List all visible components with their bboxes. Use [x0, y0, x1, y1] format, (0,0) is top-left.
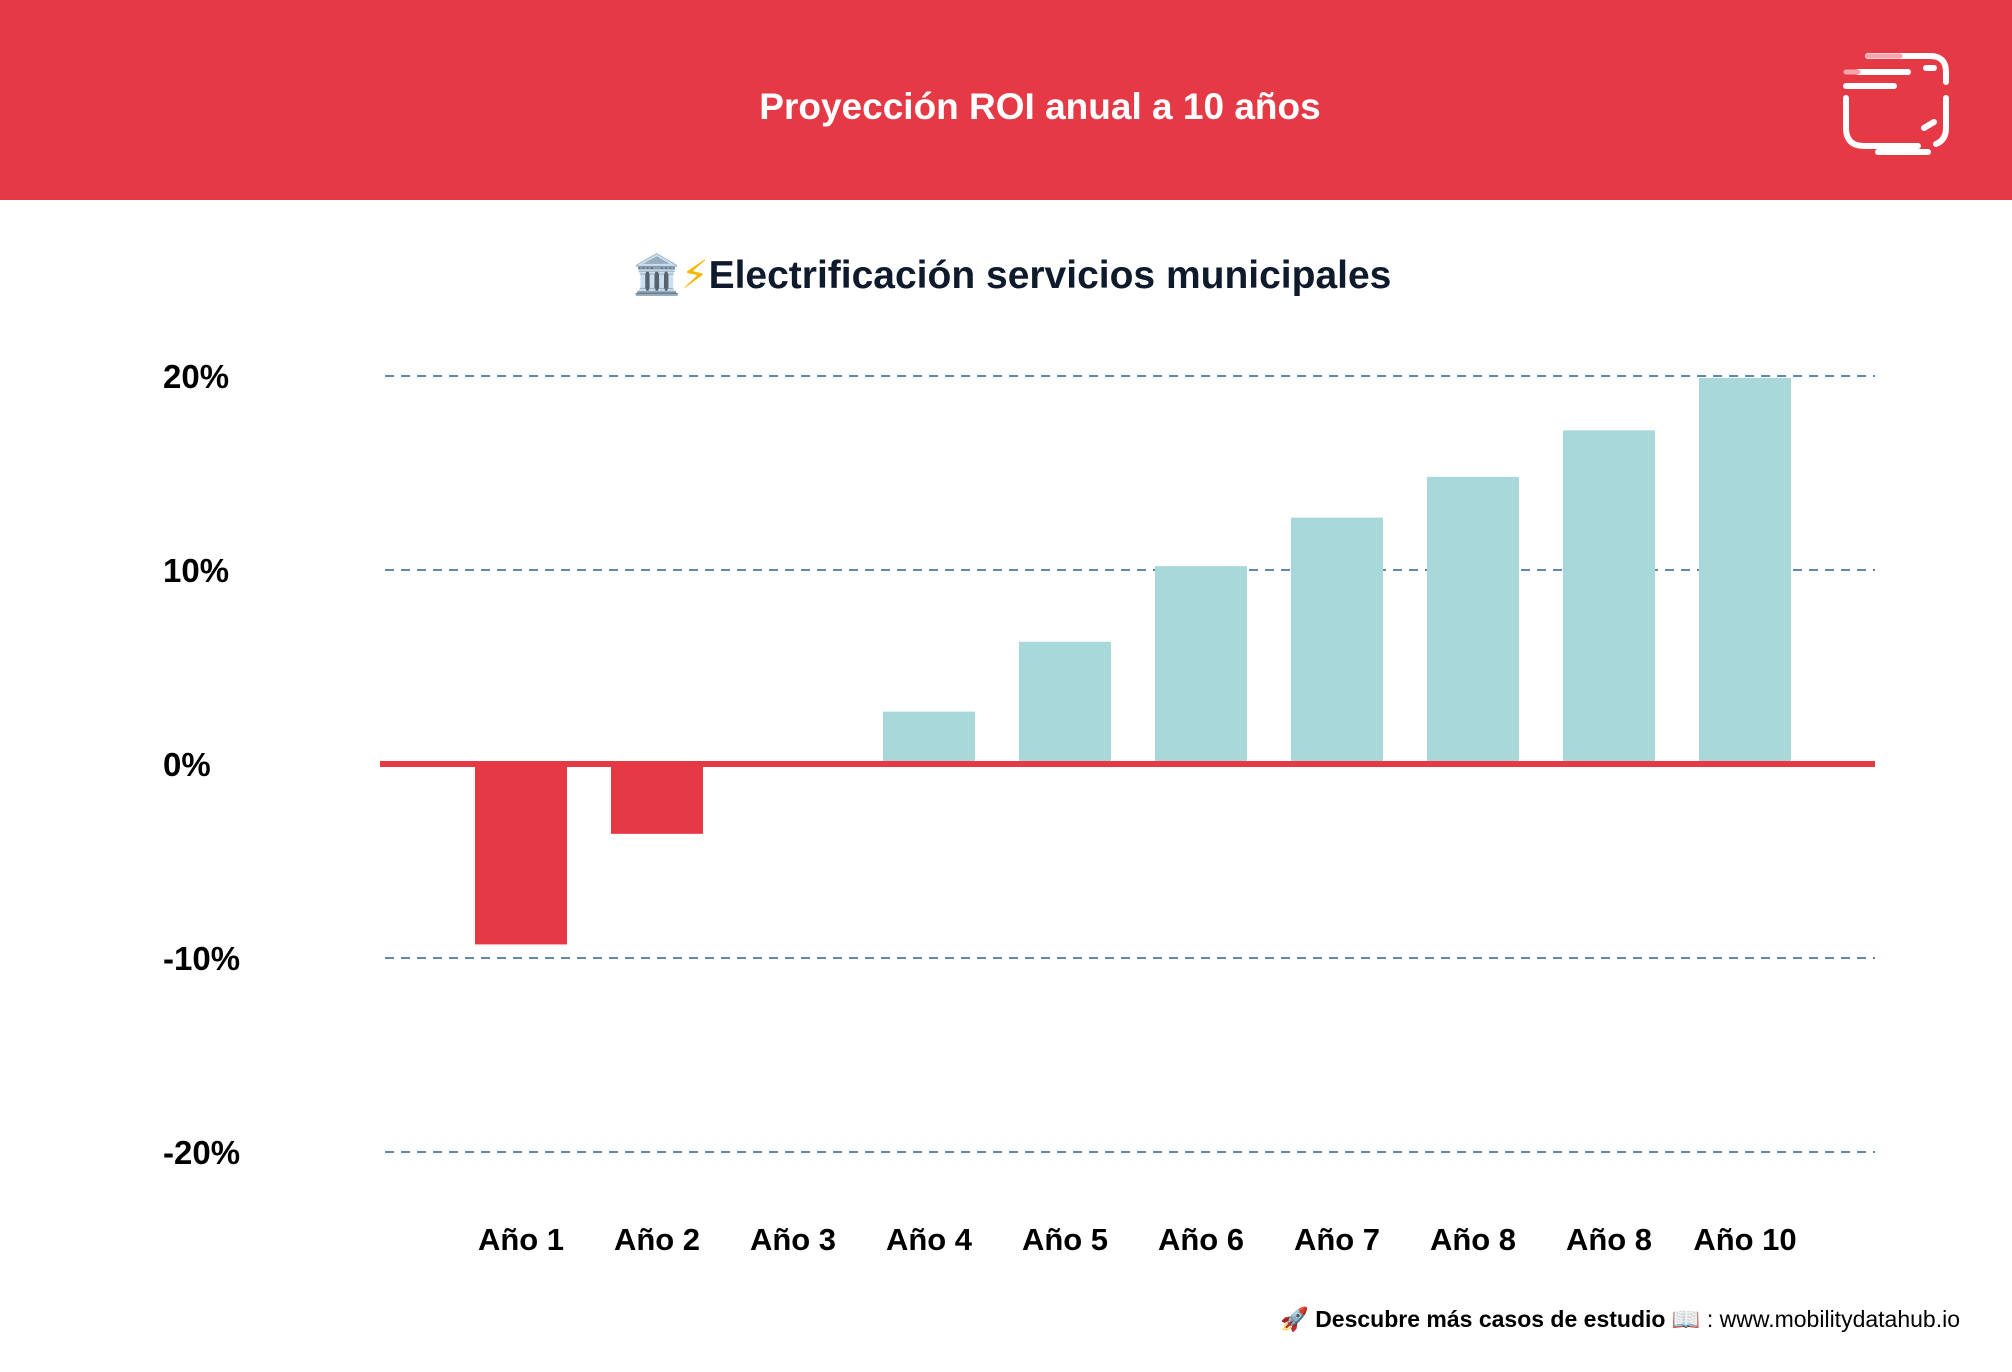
footer-cta: 🚀 Descubre más casos de estudio 📖 : www.… [1280, 1306, 1960, 1333]
bar [883, 711, 975, 764]
x-tick-label: Año 5 [1022, 1222, 1108, 1257]
bar [475, 764, 567, 945]
bar [1019, 641, 1111, 764]
y-tick-label: -10% [163, 940, 240, 977]
bar [1427, 476, 1519, 764]
x-tick-label: Año 8 [1566, 1222, 1652, 1257]
x-tick-label: Año 6 [1158, 1222, 1244, 1257]
roi-bar-chart: 20% 10% 0% -10% -20% Año 1 Año 2 Año 3 Año 4 Año … [163, 358, 1875, 1257]
bar [1699, 377, 1791, 764]
x-tick-label: Año 8 [1430, 1222, 1516, 1257]
page-title: Proyección ROI anual a 10 años [759, 86, 1321, 127]
chart-subtitle: 🏛️⚡Electrificación servicios municipales [0, 252, 2012, 298]
x-tick-label: Año 2 [614, 1222, 700, 1257]
header-banner: Proyección ROI anual a 10 años [0, 0, 2012, 200]
x-tick-label: Año 1 [478, 1222, 564, 1257]
bar [1291, 517, 1383, 764]
bar [1563, 430, 1655, 764]
bar [611, 764, 703, 834]
x-tick-label: Año 10 [1693, 1222, 1796, 1257]
chart-subtitle-text: Electrificación servicios municipales [708, 254, 1392, 297]
book-icon: 📖 [1671, 1307, 1701, 1333]
mobility-data-hub-logo-icon [1843, 53, 1949, 155]
x-tick-label: Año 4 [886, 1222, 973, 1257]
y-tick-label: -20% [163, 1134, 240, 1171]
footer-cta-text: Descubre más casos de estudio [1315, 1306, 1666, 1332]
x-tick-label: Año 3 [750, 1222, 836, 1257]
y-tick-label: 10% [163, 552, 229, 589]
building-icon: 🏛️ [632, 253, 682, 298]
y-tick-label: 20% [163, 358, 229, 395]
footer-url-link[interactable]: : www.mobilitydatahub.io [1706, 1306, 1960, 1332]
y-tick-label: 0% [163, 746, 211, 783]
lightning-icon: ⚡ [681, 253, 709, 298]
rocket-icon: 🚀 [1280, 1307, 1309, 1333]
x-tick-label: Año 7 [1294, 1222, 1380, 1257]
bar [1155, 566, 1247, 764]
